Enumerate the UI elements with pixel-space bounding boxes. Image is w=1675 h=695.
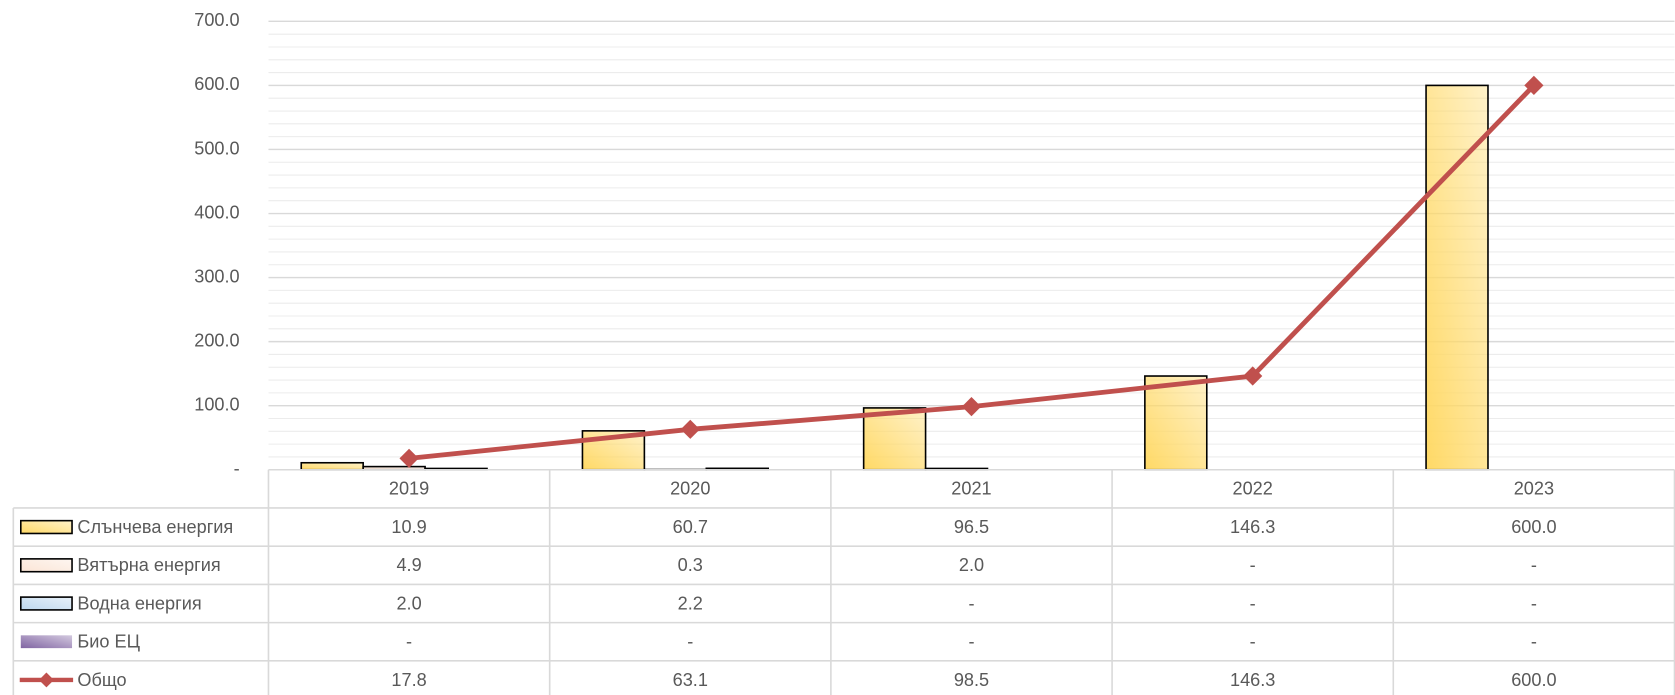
legend-label: Слънчева енергия — [77, 517, 233, 537]
y-tick-label: 400.0 — [194, 202, 239, 222]
legend-label: Вятърна енергия — [77, 555, 220, 575]
legend-key — [19, 596, 73, 611]
marker — [399, 448, 419, 468]
bar — [1144, 375, 1208, 471]
data-label: 146.3 — [1230, 670, 1275, 690]
data-label: 4.9 — [396, 555, 421, 575]
x-tick-label: 2023 — [1514, 479, 1554, 499]
x-tick-label: 2021 — [951, 479, 991, 499]
data-label: 600.0 — [1511, 517, 1556, 537]
bar — [300, 461, 364, 471]
data-label: - — [687, 632, 693, 652]
y-tick-label: - — [234, 459, 240, 479]
legend-label: Водна енергия — [77, 593, 201, 613]
y-tick-label: 100.0 — [194, 394, 239, 414]
y-tick-label: 600.0 — [194, 74, 239, 94]
legend-label: Общо — [77, 670, 126, 690]
bar — [1425, 84, 1489, 471]
y-tick-label: 700.0 — [194, 10, 239, 30]
legend-key — [19, 558, 73, 573]
data-label: 17.8 — [391, 670, 426, 690]
data-label: 60.7 — [673, 517, 708, 537]
legend-key — [20, 635, 73, 649]
data-label: - — [1250, 632, 1256, 652]
data-label: 600.0 — [1511, 670, 1556, 690]
data-label: - — [1531, 632, 1537, 652]
legend-key — [19, 519, 73, 535]
data-label: 146.3 — [1230, 517, 1275, 537]
marker — [680, 419, 700, 439]
legend-label: Био ЕЦ — [77, 632, 140, 652]
data-label: - — [1250, 555, 1256, 575]
data-label: 63.1 — [673, 670, 708, 690]
data-label: 2.0 — [959, 555, 984, 575]
marker — [961, 397, 982, 417]
marker — [1243, 366, 1263, 386]
x-tick-label: 2019 — [389, 479, 429, 499]
y-tick-label: 200.0 — [194, 330, 239, 350]
data-label: - — [968, 632, 974, 652]
data-label: 98.5 — [954, 670, 989, 690]
data-label: - — [1250, 593, 1256, 613]
legend-key — [38, 672, 54, 688]
data-label: 0.3 — [678, 555, 703, 575]
data-label: - — [968, 593, 974, 613]
data-label: 2.2 — [678, 593, 703, 613]
bar — [862, 407, 927, 471]
data-label: 96.5 — [954, 517, 989, 537]
y-tick-label: 500.0 — [194, 138, 239, 158]
data-label: 2.0 — [396, 593, 421, 613]
x-tick-label: 2020 — [670, 479, 710, 499]
data-label: - — [1531, 555, 1537, 575]
x-tick-label: 2022 — [1233, 479, 1273, 499]
data-label: 10.9 — [391, 517, 426, 537]
y-tick-label: 300.0 — [194, 266, 239, 286]
data-label: - — [1531, 593, 1537, 613]
data-label: - — [406, 632, 412, 652]
